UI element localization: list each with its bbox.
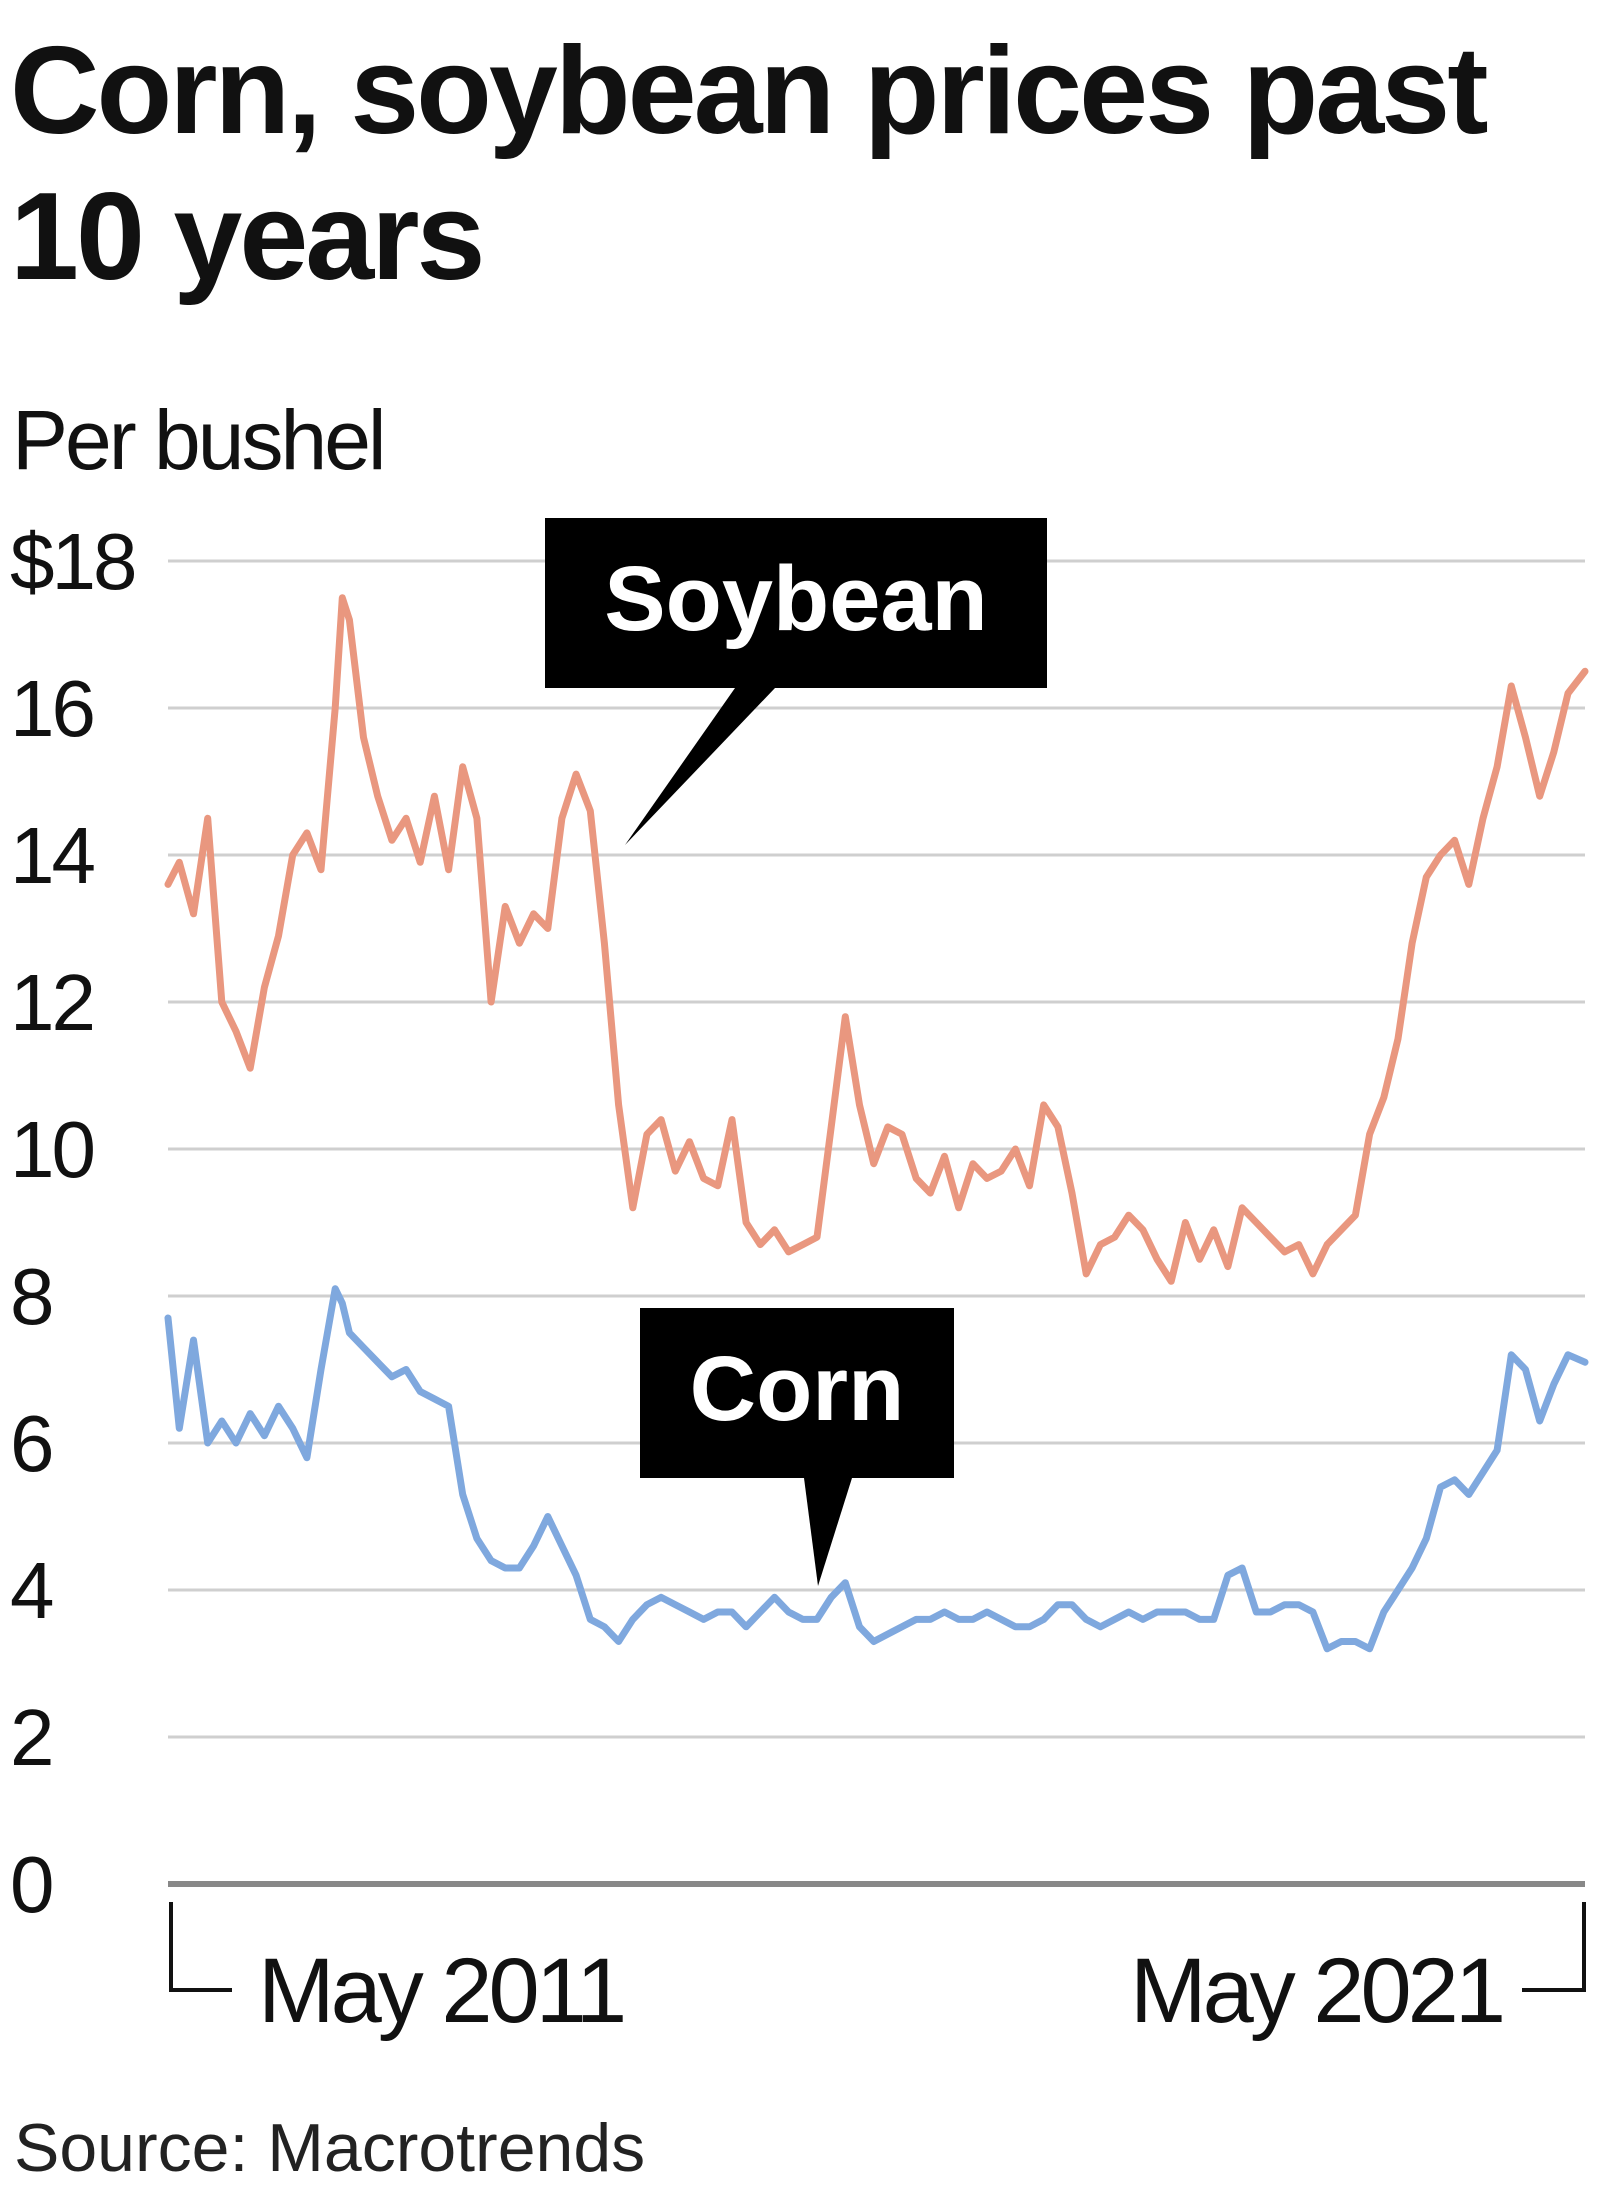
callout-label-soybean: Soybean <box>604 548 987 650</box>
y-tick-label-18: $18 <box>10 517 135 606</box>
y-tick-label-12: 12 <box>10 958 93 1047</box>
y-tick-label-14: 14 <box>10 811 94 900</box>
series-lines <box>164 594 1589 1653</box>
y-tick-label-2: 2 <box>10 1693 52 1782</box>
unit-label: Per bushel <box>12 393 387 487</box>
series-line-soybean <box>164 594 1589 1285</box>
y-tick-label-4: 4 <box>10 1546 53 1635</box>
y-tick-label-6: 6 <box>10 1399 52 1488</box>
y-tick-label-16: 16 <box>10 664 93 753</box>
callout-pointer-soybean <box>625 688 775 845</box>
y-tick-label-10: 10 <box>10 1105 93 1194</box>
x-axis: May 2011 May 2021 <box>168 1881 1586 2042</box>
y-tick-label-8: 8 <box>10 1252 52 1341</box>
series-line-corn <box>164 1285 1589 1653</box>
x-label-end: May 2021 <box>1130 1940 1502 2042</box>
source-note: Source: Macrotrends <box>14 2110 646 2186</box>
range-bracket-right <box>1522 1902 1586 1992</box>
y-axis-ticks: $18 16 14 12 10 8 6 4 2 0 <box>10 517 138 1929</box>
callout-box-corn <box>640 1308 954 1478</box>
chart-title: Corn, soybean prices past 10 years <box>10 22 1488 306</box>
y-tick-label-0: 0 <box>10 1840 52 1929</box>
callout-box-soybean <box>545 518 1047 688</box>
range-bracket-left <box>169 1902 232 1992</box>
callout-pointer-corn <box>804 1478 852 1586</box>
callout-label-corn: Corn <box>690 1338 905 1440</box>
x-label-start: May 2011 <box>258 1940 623 2042</box>
series-callouts: Soybean Corn <box>545 518 1047 1586</box>
